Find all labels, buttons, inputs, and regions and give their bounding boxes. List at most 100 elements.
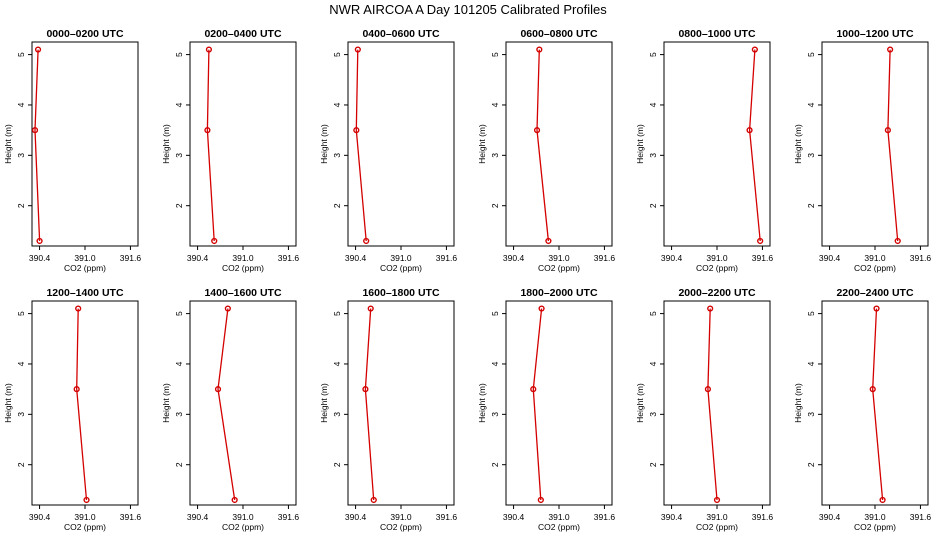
x-tick-label: 390.4 (345, 253, 367, 263)
plot-frame (505, 41, 613, 247)
data-point (746, 127, 753, 134)
panel-title: 1800–2000 UTC (520, 287, 597, 299)
profile-panel: 0200–0400 UTC 390.4 391.0 391.6 2 3 4 5 CO2 (ppm… (161, 28, 299, 273)
y-axis-label: Height (m) (319, 124, 329, 164)
x-tick-label: 391.6 (752, 253, 774, 263)
plot-frame (189, 300, 297, 506)
x-tick-label: 390.4 (503, 253, 525, 263)
data-point (751, 46, 758, 53)
y-axis-label: Height (m) (3, 383, 13, 423)
profile-line (872, 308, 884, 501)
y-tick-label: 2 (490, 203, 500, 208)
y-tick-label: 3 (174, 153, 184, 158)
x-tick-label: 390.4 (503, 512, 525, 522)
x-tick-label: 391.6 (120, 512, 142, 522)
data-point (75, 305, 82, 312)
data-point (205, 46, 213, 53)
data-point (533, 127, 541, 134)
y-tick-label: 2 (332, 203, 342, 208)
panel-title: 2200–2400 UTC (836, 287, 913, 299)
profile-panel: 0400–0600 UTC 390.4 391.0 391.6 2 3 4 5 CO2 (ppm… (319, 28, 457, 273)
plot-frame (31, 41, 139, 247)
panel-title: 0600–0800 UTC (520, 28, 597, 40)
y-tick-label: 4 (174, 102, 184, 107)
x-tick-label: 390.4 (345, 512, 367, 522)
y-tick-label: 3 (332, 153, 342, 158)
y-tick-label: 2 (648, 203, 658, 208)
x-axis-label: CO2 (ppm) (222, 263, 264, 273)
y-axis-label: Height (m) (319, 383, 329, 423)
y-axis-label: Height (m) (3, 124, 13, 164)
y-tick-label: 3 (490, 412, 500, 417)
x-tick-label: 390.4 (29, 512, 51, 522)
data-point (73, 386, 80, 393)
y-tick-label: 5 (490, 311, 500, 316)
profile-line (536, 49, 550, 242)
data-point (362, 386, 369, 393)
y-tick-label: 5 (648, 311, 658, 316)
x-tick-label: 391.6 (436, 512, 458, 522)
y-tick-label: 4 (16, 102, 26, 107)
y-tick-label: 5 (174, 52, 184, 57)
data-point (713, 496, 721, 504)
y-axis-label: Height (m) (161, 383, 171, 423)
plot-frame (347, 300, 455, 506)
profile-line (355, 49, 367, 242)
y-tick-label: 4 (648, 102, 658, 107)
profile-panel: 2200–2400 UTC 390.4 391.0 391.6 2 3 4 5 CO2 (ppm… (793, 287, 931, 532)
x-tick-label: 391.0 (232, 253, 254, 263)
profile-panel: 1000–1200 UTC 390.4 391.0 391.6 2 3 4 5 CO2 (ppm… (793, 28, 931, 273)
x-tick-label: 391.6 (752, 512, 774, 522)
data-point (757, 237, 764, 245)
data-point (884, 127, 891, 134)
x-tick-label: 390.4 (661, 512, 683, 522)
figure-title: NWR AIRCOA A Day 101205 Calibrated Profi… (329, 2, 607, 17)
profile-panel: 1400–1600 UTC 390.4 391.0 391.6 2 3 4 5 CO2 (ppm… (161, 287, 299, 532)
x-tick-label: 391.0 (390, 512, 412, 522)
y-axis-label: Height (m) (161, 124, 171, 164)
x-tick-label: 391.6 (910, 253, 932, 263)
x-axis-label: CO2 (ppm) (696, 522, 738, 532)
y-tick-label: 2 (806, 462, 816, 467)
panel-title: 1600–1800 UTC (362, 287, 439, 299)
y-axis-label: Height (m) (477, 383, 487, 423)
panel-title: 1000–1200 UTC (836, 28, 913, 40)
profile-panel: 0800–1000 UTC 390.4 391.0 391.6 2 3 4 5 CO2 (ppm… (635, 28, 773, 273)
data-point (704, 386, 712, 393)
y-axis-label: Height (m) (635, 124, 645, 164)
profile-panel: 1800–2000 UTC 390.4 391.0 391.6 2 3 4 5 CO2 (ppm… (477, 287, 615, 532)
data-point (536, 46, 543, 53)
y-tick-label: 2 (806, 203, 816, 208)
y-tick-label: 5 (332, 52, 342, 57)
x-tick-label: 391.0 (548, 253, 570, 263)
x-tick-label: 391.6 (120, 253, 142, 263)
y-tick-label: 5 (490, 52, 500, 57)
plot-frame (663, 300, 771, 506)
x-axis-label: CO2 (ppm) (64, 263, 106, 273)
panel-title: 0800–1000 UTC (678, 28, 755, 40)
plot-frame (505, 300, 613, 506)
y-tick-label: 4 (806, 361, 816, 366)
x-tick-label: 390.4 (819, 512, 841, 522)
x-tick-label: 391.6 (910, 512, 932, 522)
y-tick-label: 5 (16, 311, 26, 316)
y-tick-label: 3 (490, 153, 500, 158)
profile-line (364, 308, 375, 501)
x-axis-label: CO2 (ppm) (538, 263, 580, 273)
plot-frame (189, 41, 297, 247)
y-tick-label: 4 (174, 361, 184, 366)
y-tick-label: 4 (332, 102, 342, 107)
plot-frame (821, 41, 929, 247)
data-point (869, 386, 876, 393)
x-tick-label: 391.6 (594, 512, 616, 522)
x-axis-label: CO2 (ppm) (854, 263, 896, 273)
x-axis-label: CO2 (ppm) (696, 263, 738, 273)
y-tick-label: 3 (332, 412, 342, 417)
y-tick-label: 3 (16, 412, 26, 417)
data-point (204, 127, 211, 134)
data-point (231, 496, 238, 504)
data-point (530, 386, 537, 393)
y-tick-label: 4 (332, 361, 342, 366)
data-point (879, 496, 886, 504)
data-point (83, 496, 90, 504)
